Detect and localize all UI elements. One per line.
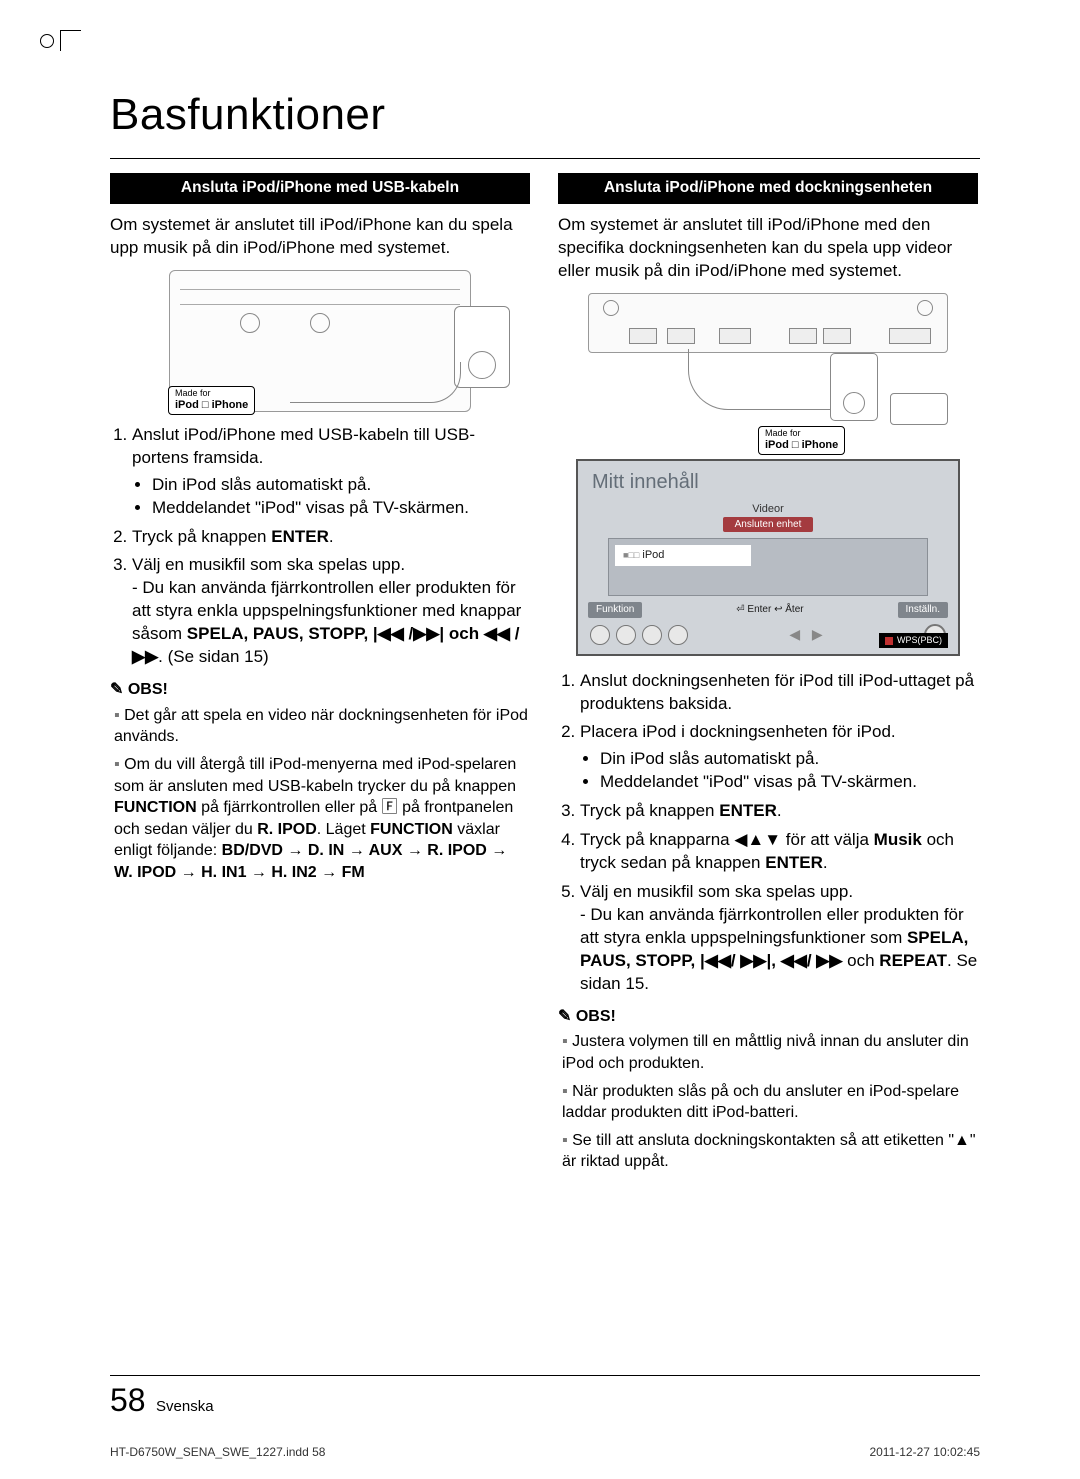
sub-text: - Du kan använda fjärrkontrollen eller p… xyxy=(132,577,530,669)
right-notes: Justera volymen till en måttlig nivå inn… xyxy=(558,1031,978,1173)
imprint-line: HT-D6750W_SENA_SWE_1227.indd 58 2011-12-… xyxy=(110,1445,980,1459)
made-for-badge: Made for iPod □ iPhone xyxy=(758,426,845,455)
left-intro: Om systemet är anslutet till iPod/iPhone… xyxy=(110,214,530,260)
indd-file: HT-D6750W_SENA_SWE_1227.indd 58 xyxy=(110,1445,325,1459)
tv-bottom-bar: Funktion ⏎ Enter ↩ Åter Inställn. xyxy=(578,600,958,620)
page-footer: 58 Svenska xyxy=(110,1375,980,1419)
list-item: Det går att spela en video när docknings… xyxy=(114,705,530,748)
list-item: Justera volymen till en måttlig nivå inn… xyxy=(562,1031,978,1074)
left-column: Ansluta iPod/iPhone med USB-kabeln Om sy… xyxy=(110,173,530,1179)
right-steps: Anslut dockningsenheten för iPod till iP… xyxy=(558,670,978,996)
list-item: Din iPod slås automatiskt på. xyxy=(600,748,978,771)
list-item: Tryck på knapparna ◀▲▼ för att välja Mus… xyxy=(580,829,978,875)
list-item: Se till att ansluta dockningskontakten s… xyxy=(562,1130,978,1173)
list-item: Anslut iPod/iPhone med USB-kabeln till U… xyxy=(132,424,530,520)
list-item: Anslut dockningsenheten för iPod till iP… xyxy=(580,670,978,716)
list-item: Välj en musikfil som ska spelas upp. - D… xyxy=(132,554,530,669)
right-column: Ansluta iPod/iPhone med dockningsenheten… xyxy=(558,173,978,1179)
tv-list: ■□□ iPod xyxy=(608,538,928,596)
crop-mark xyxy=(60,30,81,51)
crop-mark xyxy=(40,34,54,48)
tv-tabs: Videor Ansluten enhet xyxy=(578,500,958,534)
left-steps: Anslut iPod/iPhone med USB-kabeln till U… xyxy=(110,424,530,669)
tv-wps-badge: WPS(PBC) xyxy=(879,633,948,647)
title-rule xyxy=(110,158,980,159)
list-item: Välj en musikfil som ska spelas upp. - D… xyxy=(580,881,978,996)
list-item: Tryck på knappen ENTER. xyxy=(132,526,530,549)
usb-illustration: Made for iPod □ iPhone xyxy=(169,270,471,412)
tv-title: Mitt innehåll xyxy=(578,461,958,500)
obs-heading: OBS! xyxy=(110,679,530,701)
list-item: Meddelandet "iPod" visas på TV-skärmen. xyxy=(600,771,978,794)
list-item: Din iPod slås automatiskt på. xyxy=(152,474,530,497)
page-container: Basfunktioner Ansluta iPod/iPhone med US… xyxy=(0,0,1080,1479)
list-item: Om du vill återgå till iPod-menyerna med… xyxy=(114,754,530,884)
left-notes: Det går att spela en video när docknings… xyxy=(110,705,530,884)
tv-list-item: ■□□ iPod xyxy=(615,545,751,566)
list-item: Tryck på knappen ENTER. xyxy=(580,800,978,823)
indd-date: 2011-12-27 10:02:45 xyxy=(869,1445,980,1459)
page-content: Basfunktioner Ansluta iPod/iPhone med US… xyxy=(110,90,980,1179)
list-item: Placera iPod i dockningsenheten för iPod… xyxy=(580,721,978,794)
right-intro: Om systemet är anslutet till iPod/iPhone… xyxy=(558,214,978,283)
page-language: Svenska xyxy=(156,1398,214,1415)
list-item: Meddelandet "iPod" visas på TV-skärmen. xyxy=(152,497,530,520)
sub-text: - Du kan använda fjärrkontrollen eller p… xyxy=(580,904,978,996)
obs-heading: OBS! xyxy=(558,1006,978,1028)
page-number: 58 xyxy=(110,1382,146,1418)
left-header: Ansluta iPod/iPhone med USB-kabeln xyxy=(110,173,530,204)
page-title: Basfunktioner xyxy=(110,90,980,140)
list-item: När produkten slås på och du ansluter en… xyxy=(562,1081,978,1124)
made-for-badge: Made for iPod □ iPhone xyxy=(168,386,255,415)
dock-illustration: Made for iPod □ iPhone xyxy=(588,293,948,443)
right-header: Ansluta iPod/iPhone med dockningsenheten xyxy=(558,173,978,204)
columns: Ansluta iPod/iPhone med USB-kabeln Om sy… xyxy=(110,173,980,1179)
tv-screenshot: Mitt innehåll Videor Ansluten enhet ■□□ … xyxy=(576,459,960,656)
